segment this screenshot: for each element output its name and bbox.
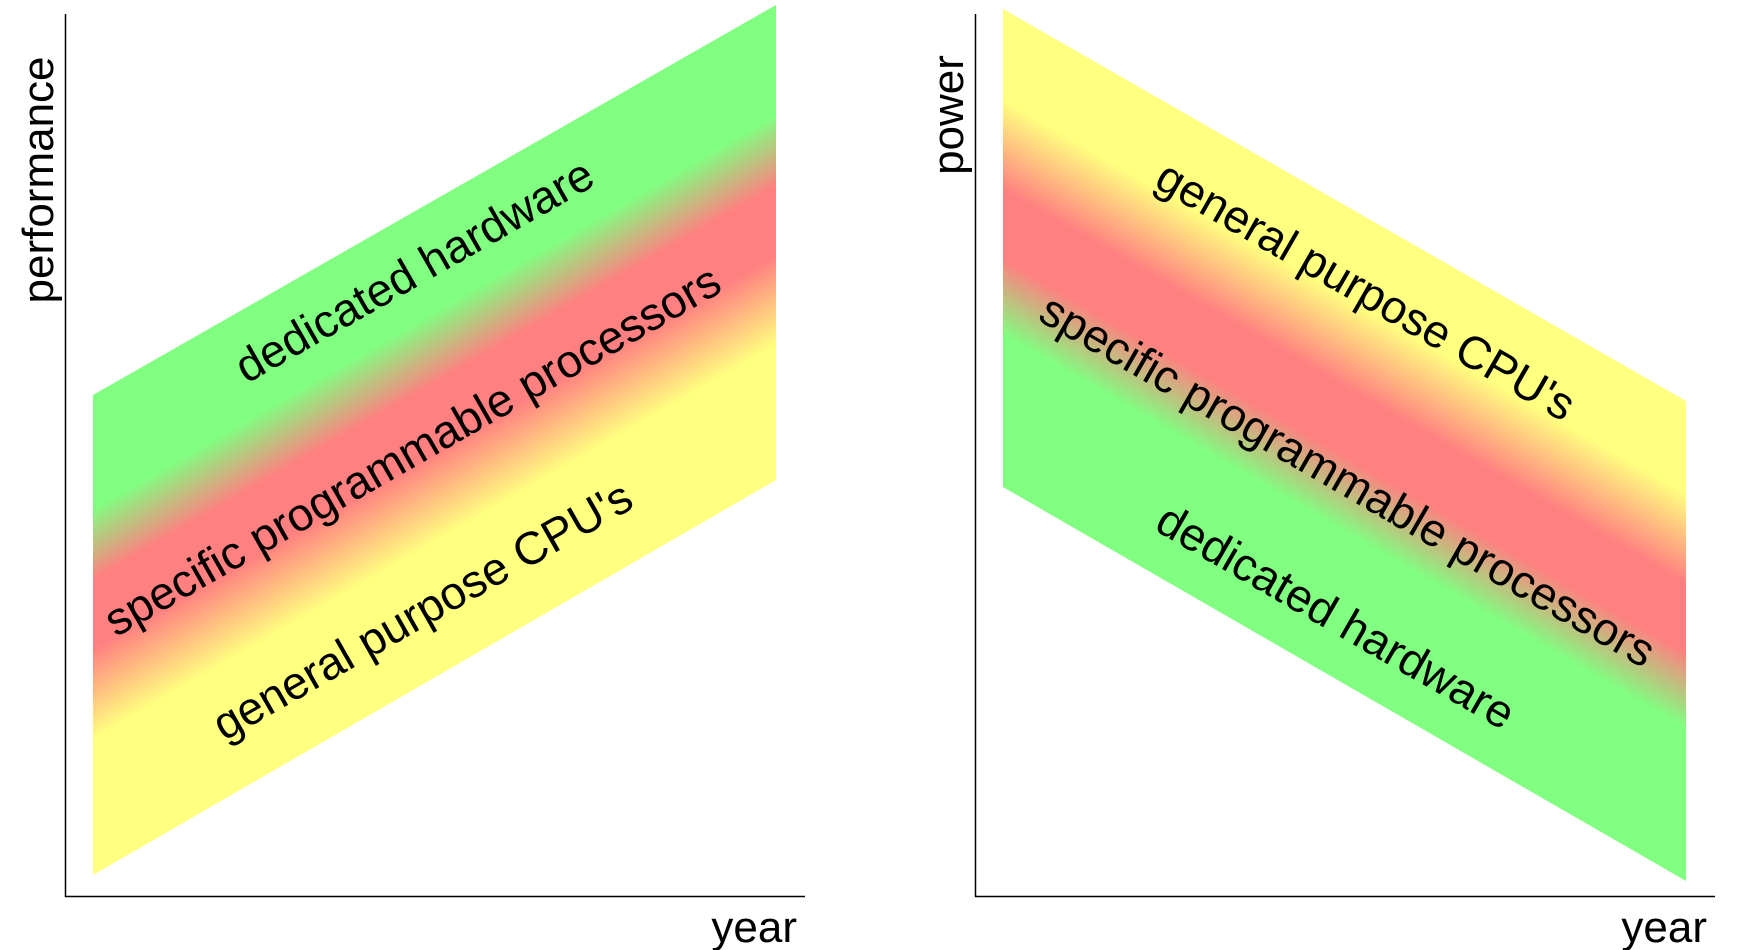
right-panel: general purpose CPU's specific programma… xyxy=(924,9,1715,950)
left-y-axis-label: performance xyxy=(14,56,63,303)
left-panel: dedicated hardware specific programmable… xyxy=(14,5,805,950)
left-axes: performance year xyxy=(14,14,805,950)
left-x-axis-label: year xyxy=(711,903,797,950)
right-axes: power year xyxy=(924,14,1715,950)
left-band-parallelogram xyxy=(93,5,776,875)
right-band-parallelogram xyxy=(1003,9,1686,881)
right-x-axis-label: year xyxy=(1621,903,1707,950)
right-band-area xyxy=(1003,9,1686,881)
right-y-axis-label: power xyxy=(924,55,973,175)
left-band-area xyxy=(93,5,776,875)
